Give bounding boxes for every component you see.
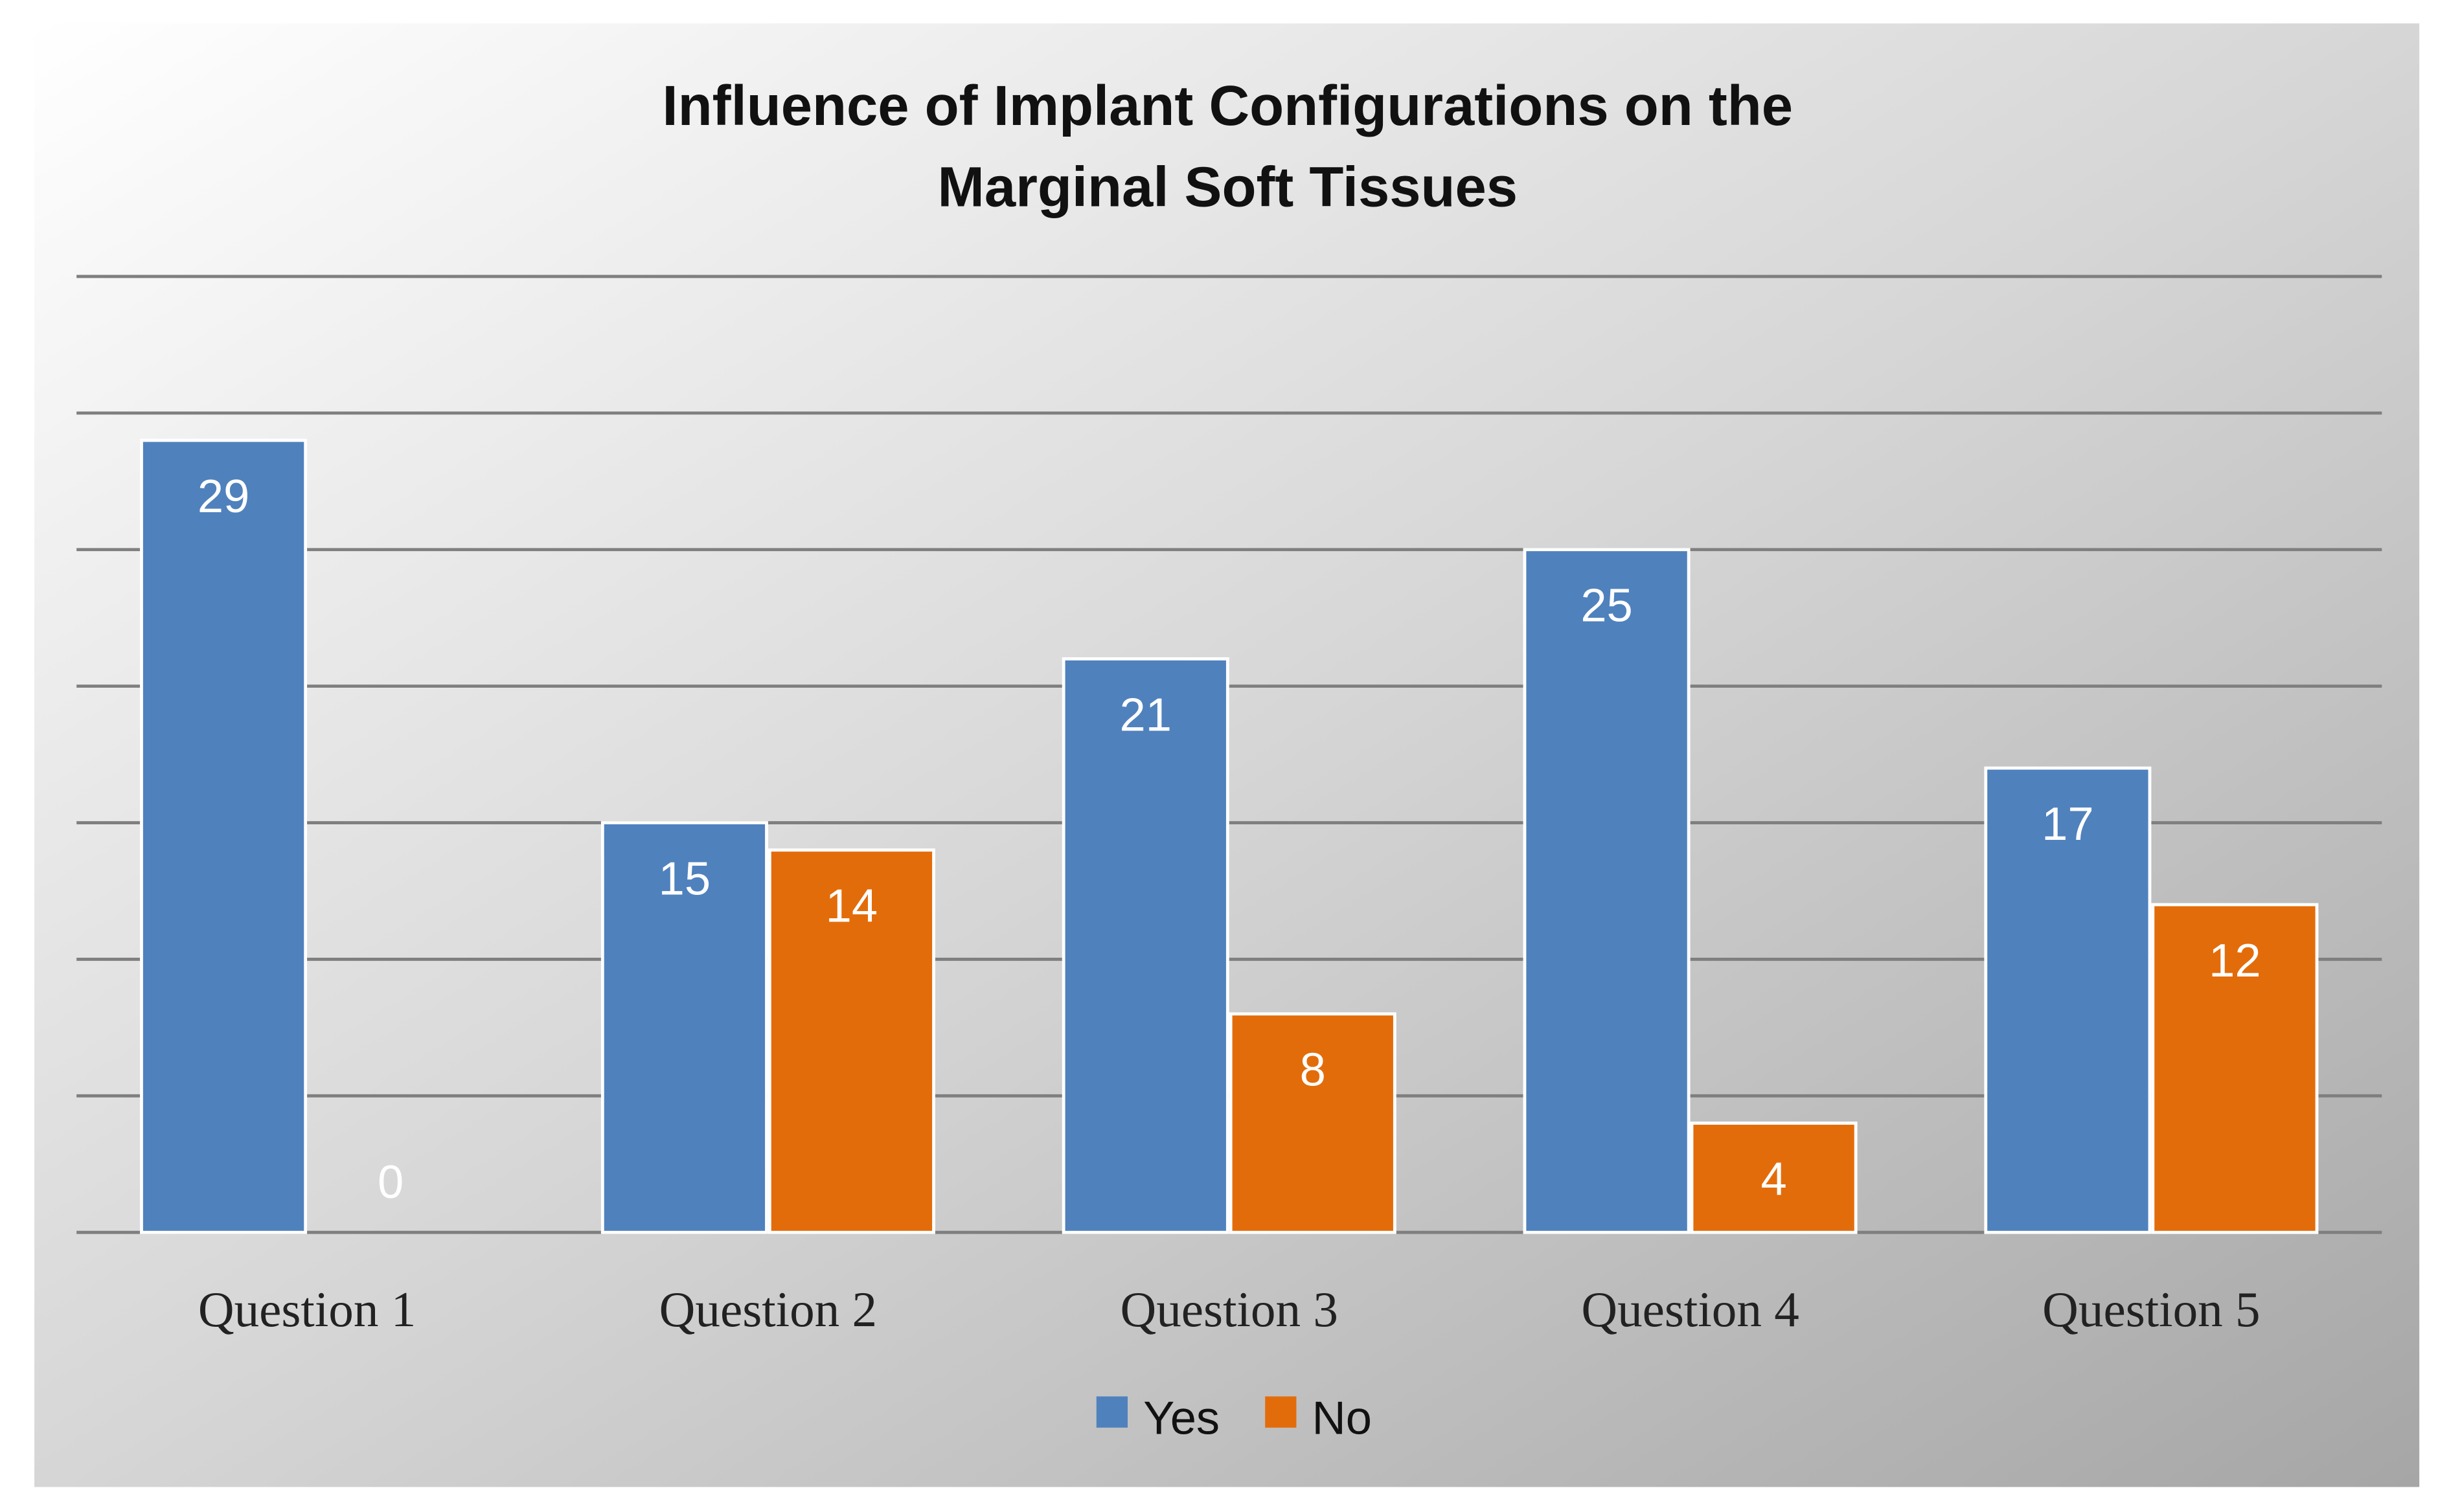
data-label: 17 (2042, 798, 2093, 850)
bar-yes (1062, 657, 1229, 1234)
legend-label-yes: Yes (1143, 1392, 1220, 1444)
category-label: Question 2 (659, 1281, 877, 1337)
data-label: 29 (198, 471, 249, 523)
category-label: Question 1 (198, 1281, 416, 1337)
data-label: 21 (1119, 689, 1171, 741)
data-label: 14 (826, 881, 878, 932)
data-label: 0 (378, 1157, 404, 1208)
bar-no (2151, 903, 2319, 1234)
category-label: Question 3 (1121, 1281, 1338, 1337)
bar-yes (1984, 766, 2152, 1234)
bar-yes (140, 438, 308, 1234)
data-label: 4 (1760, 1153, 1786, 1205)
data-label: 25 (1580, 580, 1632, 632)
bar-no (1229, 1012, 1396, 1234)
legend-swatch-no (1265, 1396, 1297, 1428)
bar-yes (1523, 548, 1691, 1234)
data-label: 8 (1300, 1044, 1326, 1096)
bar-no (768, 848, 935, 1234)
chart-title-line-1: Influence of Implant Configurations on t… (663, 74, 1794, 137)
category-label: Question 5 (2042, 1281, 2260, 1337)
legend-label-no: No (1312, 1392, 1372, 1444)
chart-title-line-2: Marginal Soft Tissues (938, 155, 1518, 218)
category-label: Question 4 (1581, 1281, 1799, 1337)
legend-swatch-yes (1096, 1396, 1128, 1428)
data-label: 15 (659, 853, 711, 905)
bar-yes (600, 821, 768, 1234)
data-label: 12 (2209, 935, 2261, 987)
bar-no (1690, 1122, 1858, 1234)
